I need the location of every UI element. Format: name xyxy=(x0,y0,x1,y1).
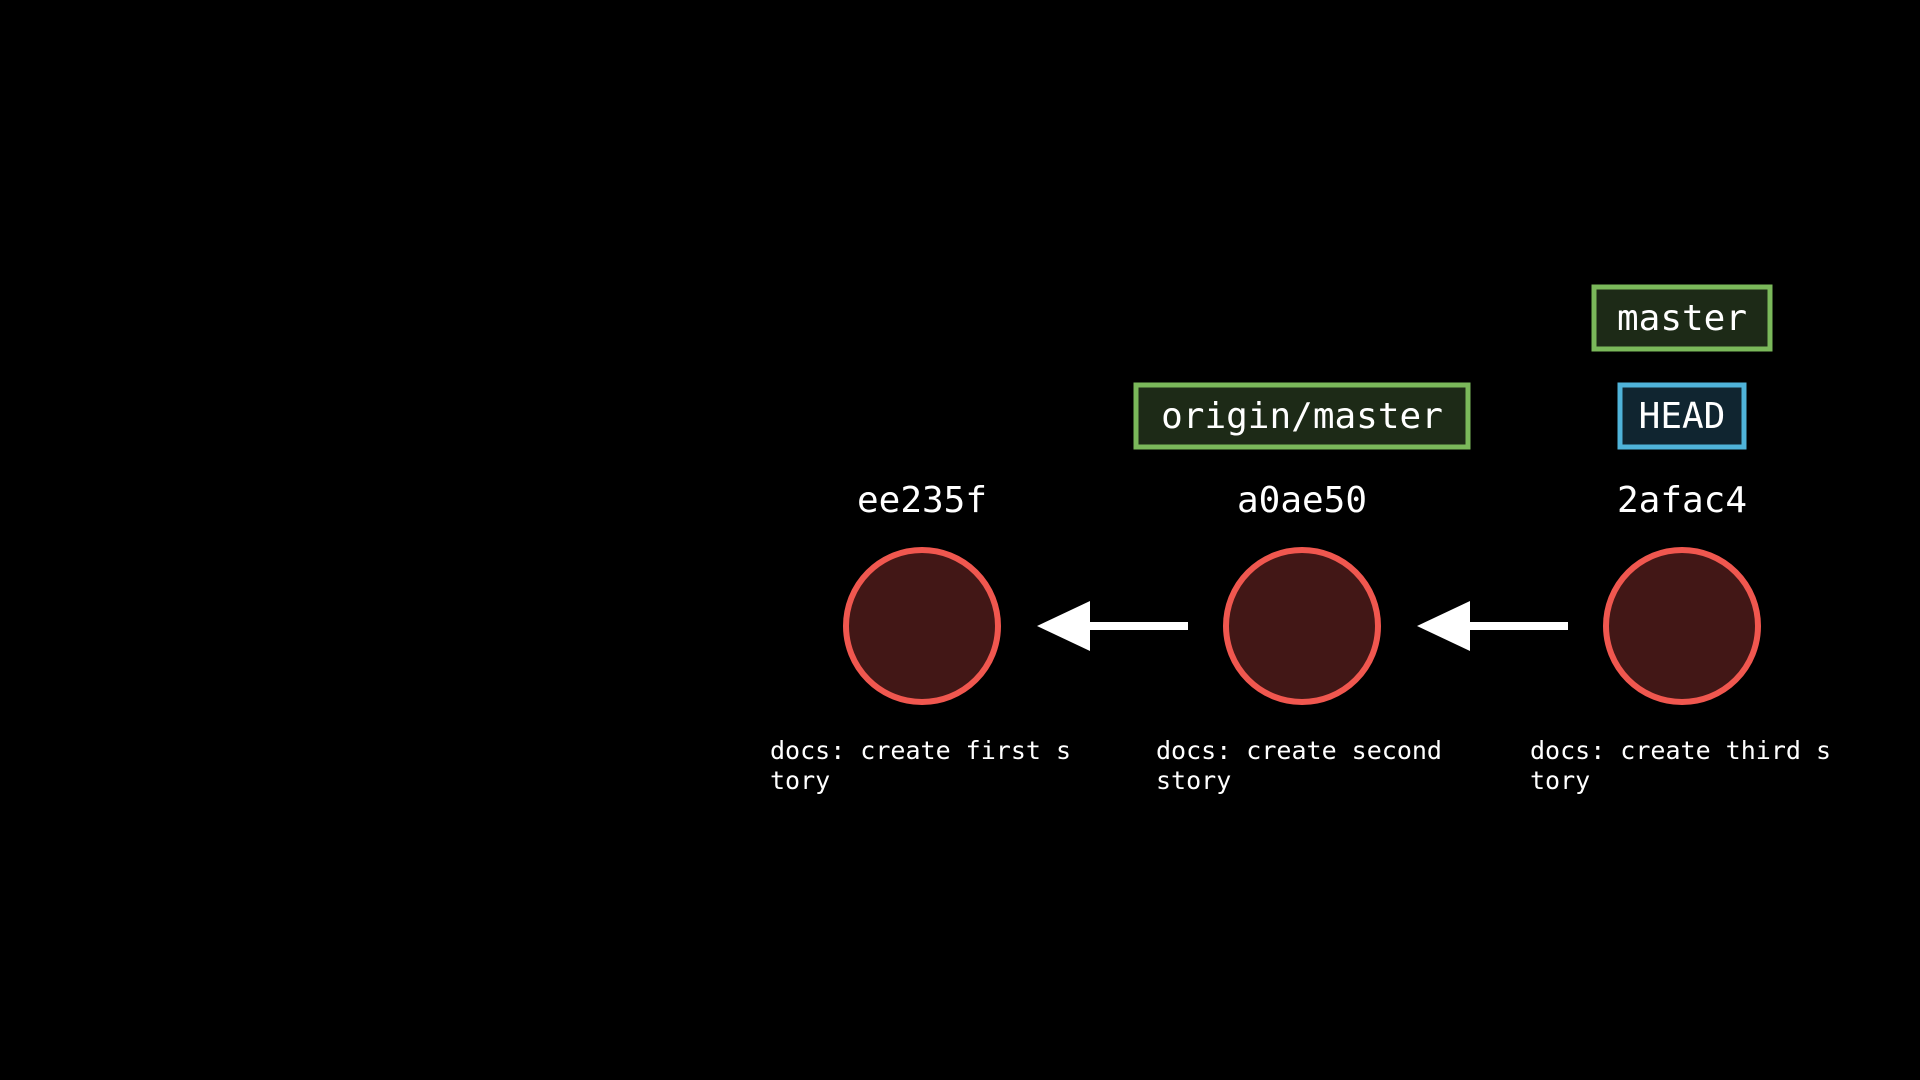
ref-badge-box xyxy=(1591,284,1773,352)
ref-badge-box xyxy=(1617,382,1747,450)
commit-message-line: docs: create third s xyxy=(1530,736,1831,765)
ref-badge-head: HEAD xyxy=(1617,382,1747,450)
commit-node: ee235f docs: create first s tory xyxy=(770,480,1071,795)
commit-message-line: docs: create first s xyxy=(770,736,1071,765)
commit-circle xyxy=(843,547,1001,705)
commit-hash: 2afac4 xyxy=(1617,480,1747,521)
ref-badge-master: master xyxy=(1591,284,1773,352)
ref-badge-origin-master: origin/master xyxy=(1133,382,1471,450)
commit-message-line: tory xyxy=(770,766,830,795)
edge-arrow xyxy=(1037,601,1188,651)
commit-message-line: tory xyxy=(1530,766,1590,795)
ref-badge-box xyxy=(1133,382,1471,450)
commit-circle xyxy=(1603,547,1761,705)
edge-arrow-head xyxy=(1417,601,1470,651)
commit-message-line: story xyxy=(1156,766,1231,795)
edge-arrow xyxy=(1417,601,1568,651)
commit-message-line: docs: create second xyxy=(1156,736,1442,765)
commit-hash: a0ae50 xyxy=(1237,480,1367,521)
commit-circle xyxy=(1223,547,1381,705)
ref-badge-label: master xyxy=(1617,298,1747,339)
edge-arrow-head xyxy=(1037,601,1090,651)
ref-badge-label: HEAD xyxy=(1639,396,1726,437)
commit-node: 2afac4 docs: create third s tory xyxy=(1530,480,1831,795)
commit-hash: ee235f xyxy=(857,480,987,521)
commit-node: a0ae50 docs: create second story xyxy=(1156,480,1442,795)
ref-badge-label: origin/master xyxy=(1161,396,1443,437)
